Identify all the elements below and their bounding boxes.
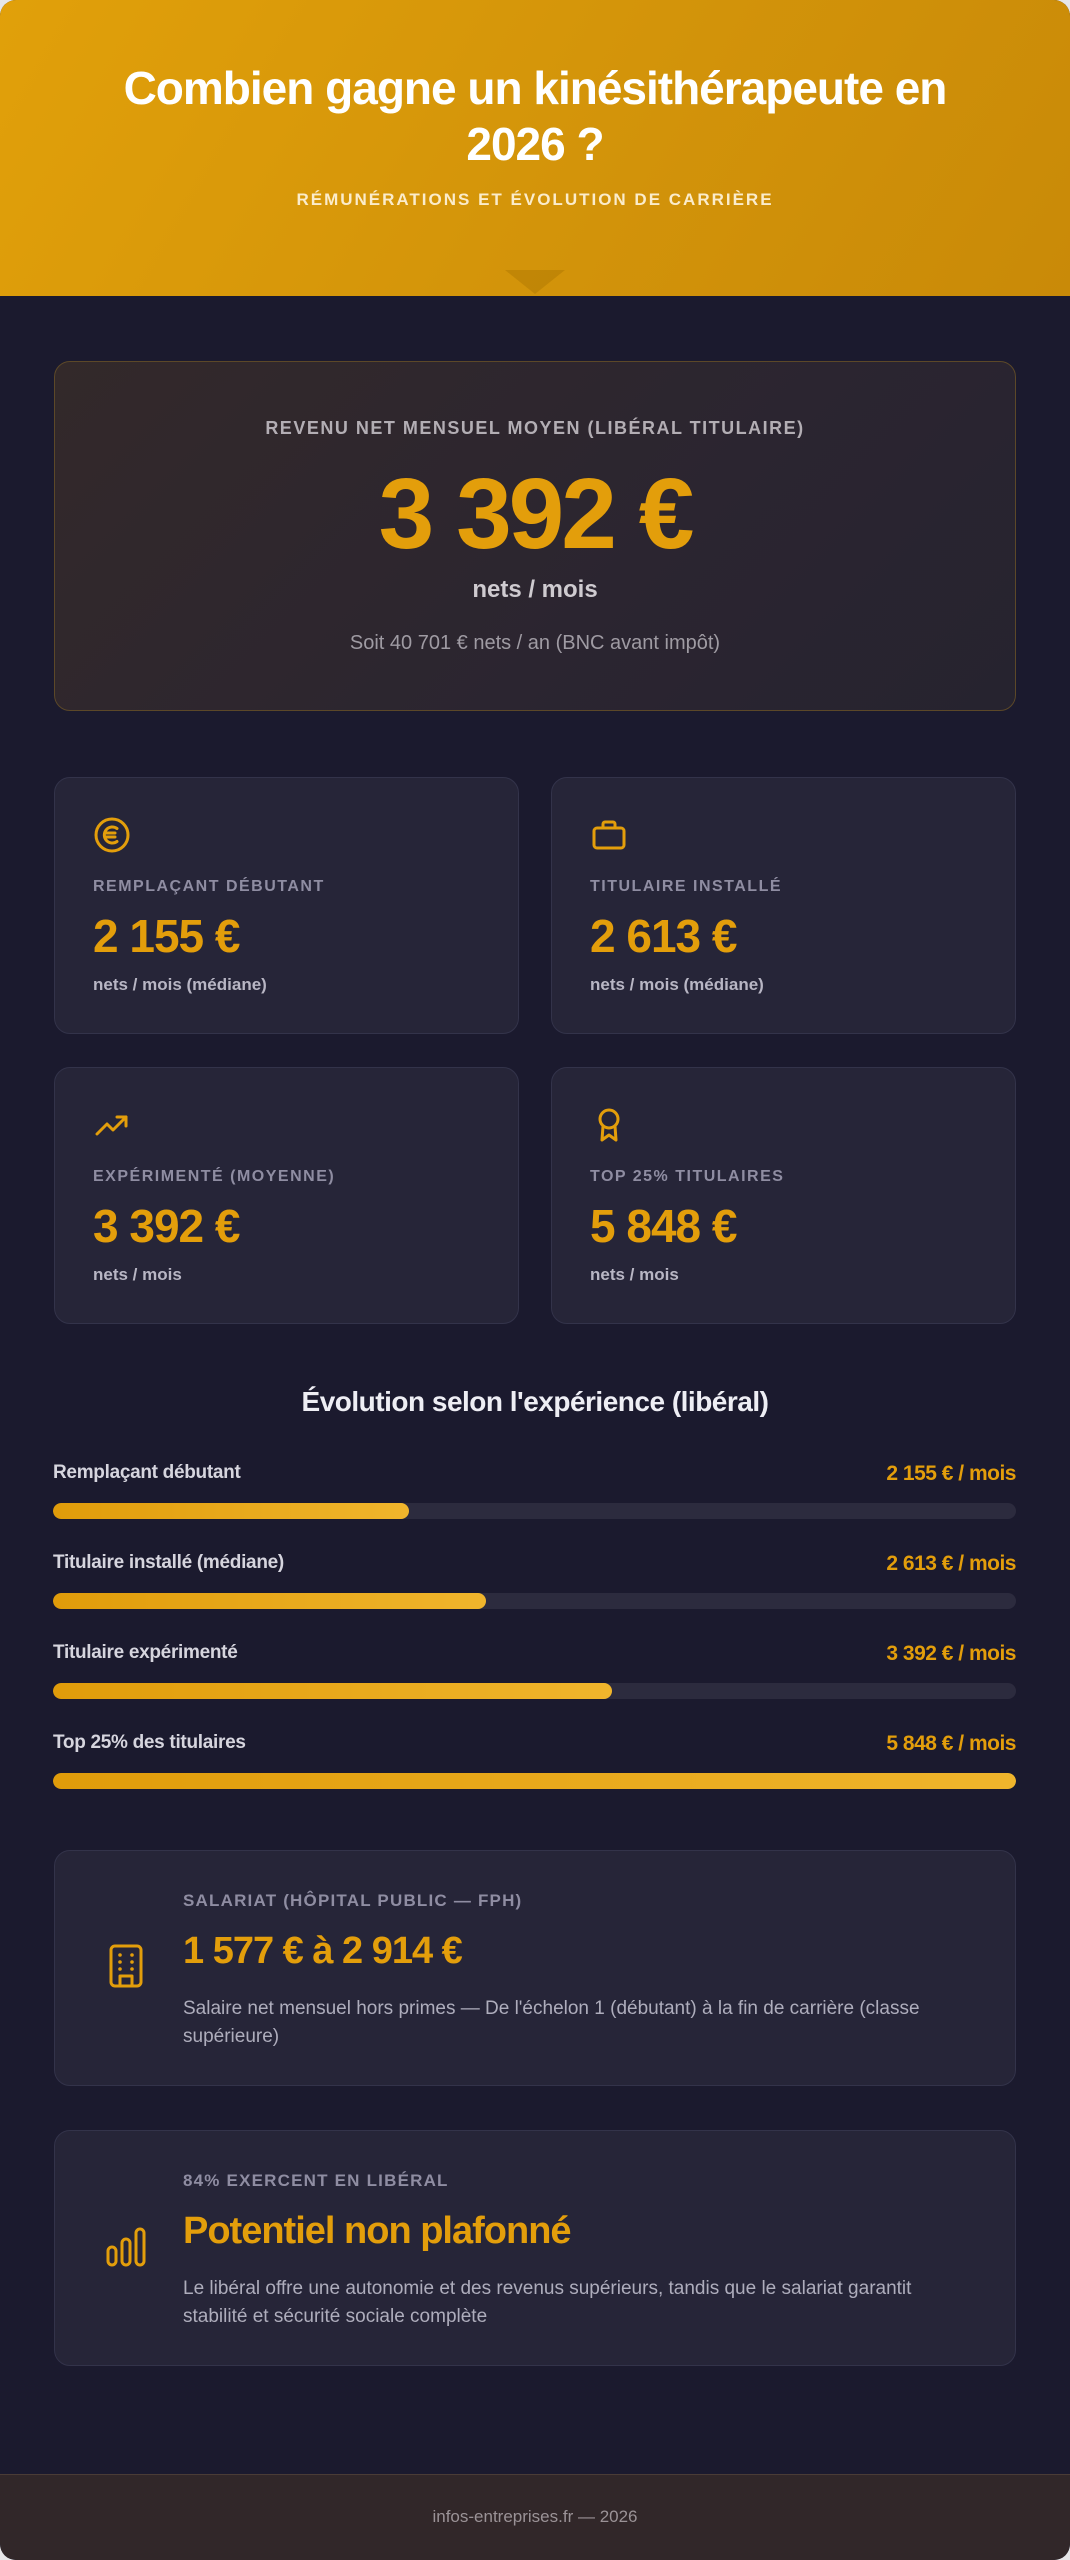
progress-fill [53, 1503, 410, 1519]
stat-value: 2 613 € [590, 910, 737, 962]
header-banner: Combien gagne un kinésithérapeute en 202… [0, 0, 1070, 296]
hero-annual-note: Soit 40 701 € nets / an (BNC avant impôt… [349, 632, 721, 654]
evolution-row-value: 2 613 € / mois [886, 1552, 1016, 1575]
hero-average-income-card: REVENU NET MENSUEL MOYEN (LIBÉRAL TITULA… [54, 361, 1016, 711]
stat-unit: nets / mois [93, 1265, 182, 1284]
stat-card-remplacant-debutant: REMPLAÇANT DÉBUTANT 2 155 € nets / mois … [54, 777, 519, 1034]
hero-unit: nets / mois [472, 576, 598, 603]
stat-card-top-25: TOP 25% TITULAIRES 5 848 € nets / mois [551, 1067, 1016, 1324]
footer-source-text: infos-entreprises.fr — 2026 [432, 2507, 638, 2526]
hero-label: REVENU NET MENSUEL MOYEN (LIBÉRAL TITULA… [265, 418, 805, 438]
info-card-label: 84% EXERCENT EN LIBÉRAL [183, 2171, 449, 2190]
evolution-row-label: Titulaire expérimenté [53, 1642, 238, 1663]
bar-chart-icon [103, 2223, 149, 2269]
evolution-row-titulaire-experimente: Titulaire expérimenté 3 392 € / mois [53, 1642, 1016, 1712]
info-card-liberal: 84% EXERCENT EN LIBÉRAL Potentiel non pl… [54, 2130, 1016, 2366]
info-card-label: SALARIAT (HÔPITAL PUBLIC — FPH) [183, 1891, 523, 1910]
info-card-value: 1 577 € à 2 914 € [183, 1930, 463, 1972]
info-card-value: Potentiel non plafonné [183, 2210, 572, 2252]
evolution-row-label: Top 25% des titulaires [53, 1732, 246, 1753]
evolution-row-top-25: Top 25% des titulaires 5 848 € / mois [53, 1732, 1016, 1802]
stat-card-experimente: EXPÉRIMENTÉ (MOYENNE) 3 392 € nets / moi… [54, 1067, 519, 1324]
page-title: Combien gagne un kinésithérapeute en 202… [123, 62, 948, 170]
stat-label: EXPÉRIMENTÉ (MOYENNE) [93, 1168, 336, 1185]
info-card-salariat: SALARIAT (HÔPITAL PUBLIC — FPH) 1 577 € … [54, 1850, 1016, 2086]
progress-track [53, 1773, 1016, 1789]
stat-unit: nets / mois [590, 1265, 679, 1284]
stat-unit: nets / mois (médiane) [93, 975, 267, 994]
down-arrow-decoration-icon [505, 270, 565, 294]
progress-fill [53, 1773, 1016, 1789]
page-subtitle: RÉMUNÉRATIONS ET ÉVOLUTION DE CARRIÈRE [296, 190, 774, 209]
info-card-description: Salaire net mensuel hors primes — De l'é… [183, 1998, 920, 2047]
evolution-row-label: Remplaçant débutant [53, 1462, 241, 1483]
progress-track [53, 1683, 1016, 1699]
stat-label: TOP 25% TITULAIRES [590, 1168, 785, 1185]
stat-value: 2 155 € [93, 910, 240, 962]
evolution-section-title: Évolution selon l'expérience (libéral) [301, 1386, 769, 1417]
stat-label: REMPLAÇANT DÉBUTANT [93, 878, 325, 895]
stat-value: 3 392 € [93, 1200, 240, 1252]
evolution-row-titulaire-installe: Titulaire installé (médiane) 2 613 € / m… [53, 1552, 1016, 1622]
evolution-row-label: Titulaire installé (médiane) [53, 1552, 284, 1573]
briefcase-icon [590, 816, 628, 854]
progress-track [53, 1503, 1016, 1519]
evolution-row-value: 3 392 € / mois [886, 1642, 1016, 1665]
stat-label: TITULAIRE INSTALLÉ [590, 878, 783, 895]
trending-up-icon [93, 1106, 131, 1144]
hero-value: 3 392 € [378, 458, 695, 570]
stat-unit: nets / mois (médiane) [590, 975, 764, 994]
building-icon [103, 1943, 149, 1989]
info-card-description: Le libéral offre une autonomie et des re… [183, 2278, 912, 2327]
progress-fill [53, 1593, 487, 1609]
evolution-row-value: 2 155 € / mois [886, 1462, 1016, 1485]
euro-coin-icon [93, 816, 131, 854]
stat-value: 5 848 € [590, 1200, 737, 1252]
stat-card-titulaire-installe: TITULAIRE INSTALLÉ 2 613 € nets / mois (… [551, 777, 1016, 1034]
footer: infos-entreprises.fr — 2026 [0, 2474, 1070, 2560]
evolution-row-value: 5 848 € / mois [886, 1732, 1016, 1755]
evolution-row-remplacant: Remplaçant débutant 2 155 € / mois [53, 1462, 1016, 1532]
award-ribbon-icon [590, 1106, 628, 1144]
progress-fill [53, 1683, 612, 1699]
progress-track [53, 1593, 1016, 1609]
